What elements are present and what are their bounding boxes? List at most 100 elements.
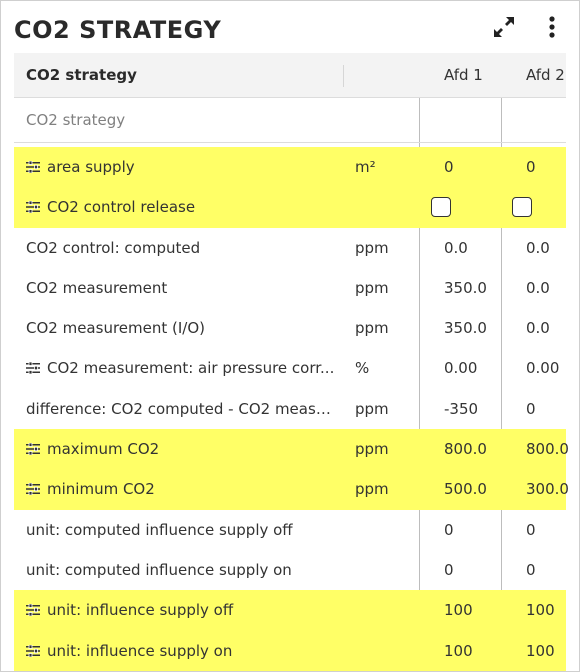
value-afd2[interactable]: 0 <box>514 147 536 187</box>
sliders-icon <box>26 161 40 173</box>
sliders-icon <box>26 604 40 617</box>
row-name: CO2 measurement (I/O) <box>26 308 336 348</box>
column-header-name[interactable]: CO2 strategy <box>26 66 137 84</box>
value-afd2[interactable]: 300.0 <box>514 469 569 509</box>
row-name-text: unit: influence supply off <box>47 601 234 620</box>
value-afd2[interactable]: 100 <box>514 631 555 671</box>
table-row[interactable]: CO2 measurement (I/O) ppm 350.0 0.0 <box>14 308 566 348</box>
sliders-icon[interactable] <box>26 440 47 458</box>
value-afd1-text: 350.0 <box>444 319 487 338</box>
value-afd2-text: 0.0 <box>526 319 550 338</box>
table-row[interactable]: unit: influence supply off 100 100 <box>14 590 566 631</box>
row-name-text: unit: influence supply on <box>47 641 233 660</box>
row-name: CO2 control: computed <box>26 228 336 268</box>
value-afd1-text: 100 <box>444 641 473 660</box>
row-name: unit: influence supply on <box>26 631 336 671</box>
value-afd2[interactable]: 100 <box>514 590 555 630</box>
value-afd2: 0.00 <box>514 348 559 388</box>
table-row[interactable]: unit: computed influence supply off 0 0 <box>14 510 566 550</box>
checkbox-afd2[interactable] <box>512 197 532 218</box>
column-header-afd1[interactable]: Afd 1 <box>432 53 483 97</box>
value-afd1: 350.0 <box>432 308 487 348</box>
section-row: CO2 strategy <box>14 98 566 143</box>
section-label: CO2 strategy <box>26 111 126 129</box>
sliders-icon[interactable] <box>26 601 47 619</box>
value-afd1-text: 0 <box>444 158 454 176</box>
value-afd2: 0.0 <box>514 228 550 268</box>
value-afd2-text: 0.00 <box>526 359 560 378</box>
row-name: unit: computed influence supply off <box>26 510 336 550</box>
more-options-button[interactable] <box>536 11 568 43</box>
expand-icon <box>494 17 514 37</box>
row-name: difference: CO2 computed - CO2 measur... <box>26 389 336 429</box>
table-row[interactable]: unit: computed influence supply on 0 0 <box>14 550 566 590</box>
row-name: unit: influence supply off <box>26 590 336 630</box>
table-row[interactable]: unit: influence supply on 100 100 <box>14 630 566 671</box>
value-afd1: 0 <box>432 510 454 550</box>
value-afd1[interactable]: 800.0 <box>432 429 487 469</box>
table-row[interactable]: area supply m² 0 0 <box>14 147 566 188</box>
row-name-text: minimum CO2 <box>47 480 155 499</box>
column-divider <box>419 53 420 671</box>
row-name: minimum CO2 <box>26 469 336 509</box>
value-afd1: 350.0 <box>432 268 487 308</box>
row-name-text: CO2 measurement: air pressure corr... <box>47 359 335 378</box>
sliders-icon[interactable] <box>26 359 47 377</box>
column-header-afd1-label: Afd 1 <box>444 66 483 84</box>
value-afd2: 0 <box>514 550 536 590</box>
sliders-icon <box>26 644 40 657</box>
row-name: CO2 control release <box>26 187 336 227</box>
value-afd1-text: 100 <box>444 601 473 620</box>
sliders-icon[interactable] <box>26 480 47 498</box>
row-name-text: unit: computed influence supply off <box>26 520 293 539</box>
value-afd1-text: 0 <box>444 520 454 539</box>
row-unit: ppm <box>355 480 389 499</box>
value-afd1-text: 0 <box>444 560 454 579</box>
row-name: unit: computed influence supply on <box>26 550 336 590</box>
value-afd1: 0.0 <box>432 228 468 268</box>
value-afd2: 0.0 <box>514 268 550 308</box>
checkbox-afd1[interactable] <box>431 197 451 218</box>
table-row[interactable]: maximum CO2 ppm 800.0 800.0 <box>14 429 569 470</box>
expand-button[interactable] <box>488 11 520 43</box>
sliders-icon[interactable] <box>26 642 47 660</box>
table-row[interactable]: difference: CO2 computed - CO2 measur...… <box>14 389 566 429</box>
row-name-text: CO2 control: computed <box>26 238 201 257</box>
sliders-icon <box>26 483 40 496</box>
value-afd1-text: 350.0 <box>444 278 487 297</box>
value-afd1[interactable]: 0 <box>432 147 454 187</box>
column-header-afd2-label: Afd 2 <box>526 66 565 84</box>
sliders-icon[interactable] <box>26 198 47 216</box>
column-header-afd2[interactable]: Afd 2 <box>514 53 565 97</box>
value-afd1-text: 800.0 <box>444 440 487 459</box>
row-unit: ppm <box>355 440 389 459</box>
table-row[interactable]: CO2 control release <box>14 187 566 228</box>
row-name-text: unit: computed influence supply on <box>26 560 292 579</box>
row-unit: ppm <box>355 399 389 418</box>
value-afd2-text: 0.0 <box>526 278 550 297</box>
table-row[interactable]: CO2 measurement: air pressure corr...% 0.… <box>14 348 566 388</box>
row-name-text: CO2 measurement (I/O) <box>26 319 205 338</box>
value-afd1[interactable]: 500.0 <box>432 469 487 509</box>
value-afd1[interactable]: 100 <box>432 590 473 630</box>
value-afd2-text: 300.0 <box>526 480 569 499</box>
value-afd1-text: 0.0 <box>444 238 468 257</box>
value-afd1[interactable]: 100 <box>432 631 473 671</box>
row-name-text: CO2 measurement <box>26 278 168 297</box>
value-afd2[interactable]: 800.0 <box>514 429 569 469</box>
value-afd1-text: -350 <box>444 399 479 418</box>
sliders-icon <box>26 443 40 456</box>
sliders-icon[interactable] <box>26 158 47 176</box>
data-table: CO2 strategy Afd 1 Afd 2 CO2 strategy ar… <box>14 53 569 671</box>
value-afd2-text: 0.0 <box>526 238 550 257</box>
table-row[interactable]: CO2 measurement ppm 350.0 0.0 <box>14 268 566 308</box>
row-unit: ppm <box>355 319 389 338</box>
table-row[interactable]: CO2 control: computed ppm 0.0 0.0 <box>14 228 566 268</box>
value-afd2: 0.0 <box>514 308 550 348</box>
table-row[interactable]: minimum CO2 ppm 500.0 300.0 <box>14 469 569 510</box>
value-afd1: 0.00 <box>432 348 477 388</box>
column-resize-divider[interactable] <box>343 65 344 87</box>
table-header-row: CO2 strategy Afd 1 Afd 2 <box>14 53 566 98</box>
row-unit: % <box>355 359 370 378</box>
column-divider <box>501 53 502 671</box>
